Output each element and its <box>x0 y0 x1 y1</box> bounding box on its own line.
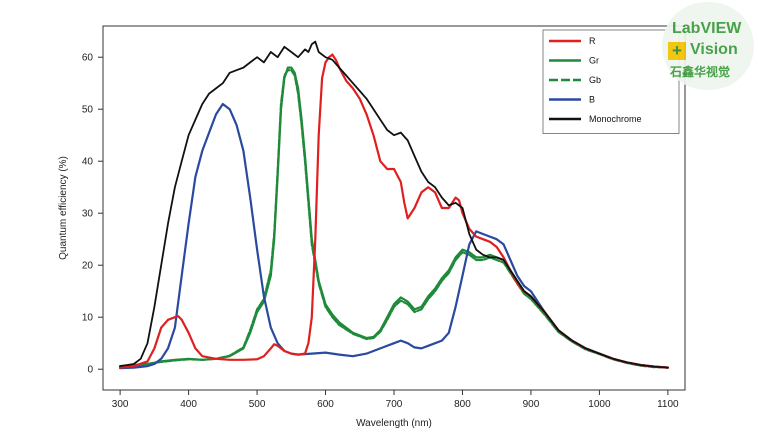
legend-label-r: R <box>589 36 596 46</box>
x-axis: 300 400 500 600 700 800 900 1000 1100 <box>112 390 679 410</box>
x-axis-label: Wavelength (nm) <box>356 418 432 429</box>
x-tick-label: 500 <box>249 399 266 410</box>
y-tick-label: 60 <box>82 53 94 64</box>
x-tick-label: 300 <box>112 399 129 410</box>
series-line-b <box>119 102 669 370</box>
x-tick-label: 400 <box>180 399 197 410</box>
watermark-labview-text: LabVIEW <box>672 20 742 37</box>
legend-label-b: B <box>589 95 595 105</box>
legend: R Gr Gb B Monochrome <box>542 29 680 134</box>
y-tick-label: 30 <box>82 209 94 220</box>
series-layer <box>119 40 669 370</box>
legend-label-monochrome: Monochrome <box>589 114 642 124</box>
series-line-r <box>119 53 669 369</box>
x-tick-label: 1000 <box>588 399 611 410</box>
y-axis: 0 10 20 30 40 50 60 <box>82 53 103 376</box>
x-tick-label: 700 <box>386 399 403 410</box>
series-line-monochrome <box>119 40 669 369</box>
x-tick-label: 900 <box>523 399 540 410</box>
y-tick-label: 50 <box>82 105 94 116</box>
watermark-brand-text: 石鑫华视觉 <box>670 65 731 79</box>
watermark-vision-text: Vision <box>690 41 738 58</box>
legend-box <box>542 29 680 134</box>
x-tick-label: 600 <box>317 399 334 410</box>
watermark-plus-icon: + <box>668 42 686 60</box>
y-tick-label: 20 <box>82 261 94 272</box>
y-tick-label: 0 <box>87 365 93 376</box>
legend-label-gr: Gr <box>589 56 599 66</box>
y-axis-label: Quantum efficiency (%) <box>58 156 69 260</box>
x-tick-label: 800 <box>454 399 471 410</box>
legend-label-gb: Gb <box>589 75 601 85</box>
x-tick-label: 1100 <box>657 399 679 410</box>
watermark-logo: LabVIEW + Vision 石鑫华视觉 <box>662 2 754 90</box>
y-tick-label: 40 <box>82 157 94 168</box>
y-tick-label: 10 <box>82 313 94 324</box>
series-line-gb <box>119 69 669 369</box>
